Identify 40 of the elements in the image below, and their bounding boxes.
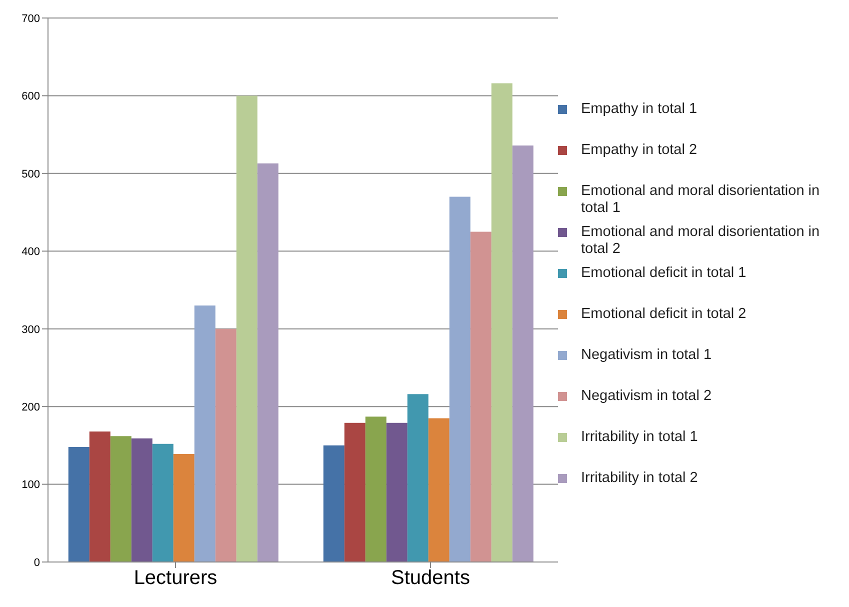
bar <box>89 431 110 562</box>
legend-label: Empathy in total 1 <box>581 100 698 118</box>
bar <box>236 96 258 562</box>
legend-label: Emotional deficit in total 1 <box>581 264 746 282</box>
bar <box>407 394 428 562</box>
bar <box>215 328 236 562</box>
bar <box>386 422 408 562</box>
legend-label: Negativism in total 1 <box>581 346 712 364</box>
bar <box>68 446 90 562</box>
bar <box>344 422 366 562</box>
legend-label: Emotional and moral disorientation in total 1 <box>581 182 821 216</box>
legend-label: Empathy in total 2 <box>581 142 698 158</box>
bar <box>449 196 470 562</box>
legend-label: Emotional deficit in total 2 <box>581 306 746 322</box>
bar <box>470 232 492 562</box>
bar <box>428 418 450 562</box>
legend-label: Irritability in total 1 <box>581 428 698 446</box>
legend-label: Irritability in total 2 <box>581 470 698 486</box>
y-tick-label: 700 <box>22 12 40 25</box>
legend-label: Negativism in total 2 <box>581 388 712 404</box>
y-tick-label: 100 <box>22 479 40 492</box>
bar <box>131 438 152 562</box>
bar <box>365 416 386 562</box>
bar <box>110 436 132 562</box>
x-tick-label: Lecturers <box>134 567 218 590</box>
legend-label: Emotional and moral disorientation in total 2 <box>581 224 821 258</box>
bar <box>152 444 174 562</box>
y-tick-label: 0 <box>34 556 40 569</box>
y-tick-label: 300 <box>22 324 40 336</box>
y-tick-label: 600 <box>22 90 40 103</box>
y-tick-label: 200 <box>22 401 40 414</box>
bar <box>194 306 216 562</box>
bar <box>512 145 534 562</box>
bar <box>491 83 512 562</box>
bar <box>173 454 194 562</box>
x-tick-label: Students <box>391 567 470 590</box>
bar <box>323 445 344 562</box>
y-tick-label: 500 <box>22 168 40 180</box>
y-tick-label: 400 <box>22 246 40 258</box>
bar <box>257 163 278 562</box>
